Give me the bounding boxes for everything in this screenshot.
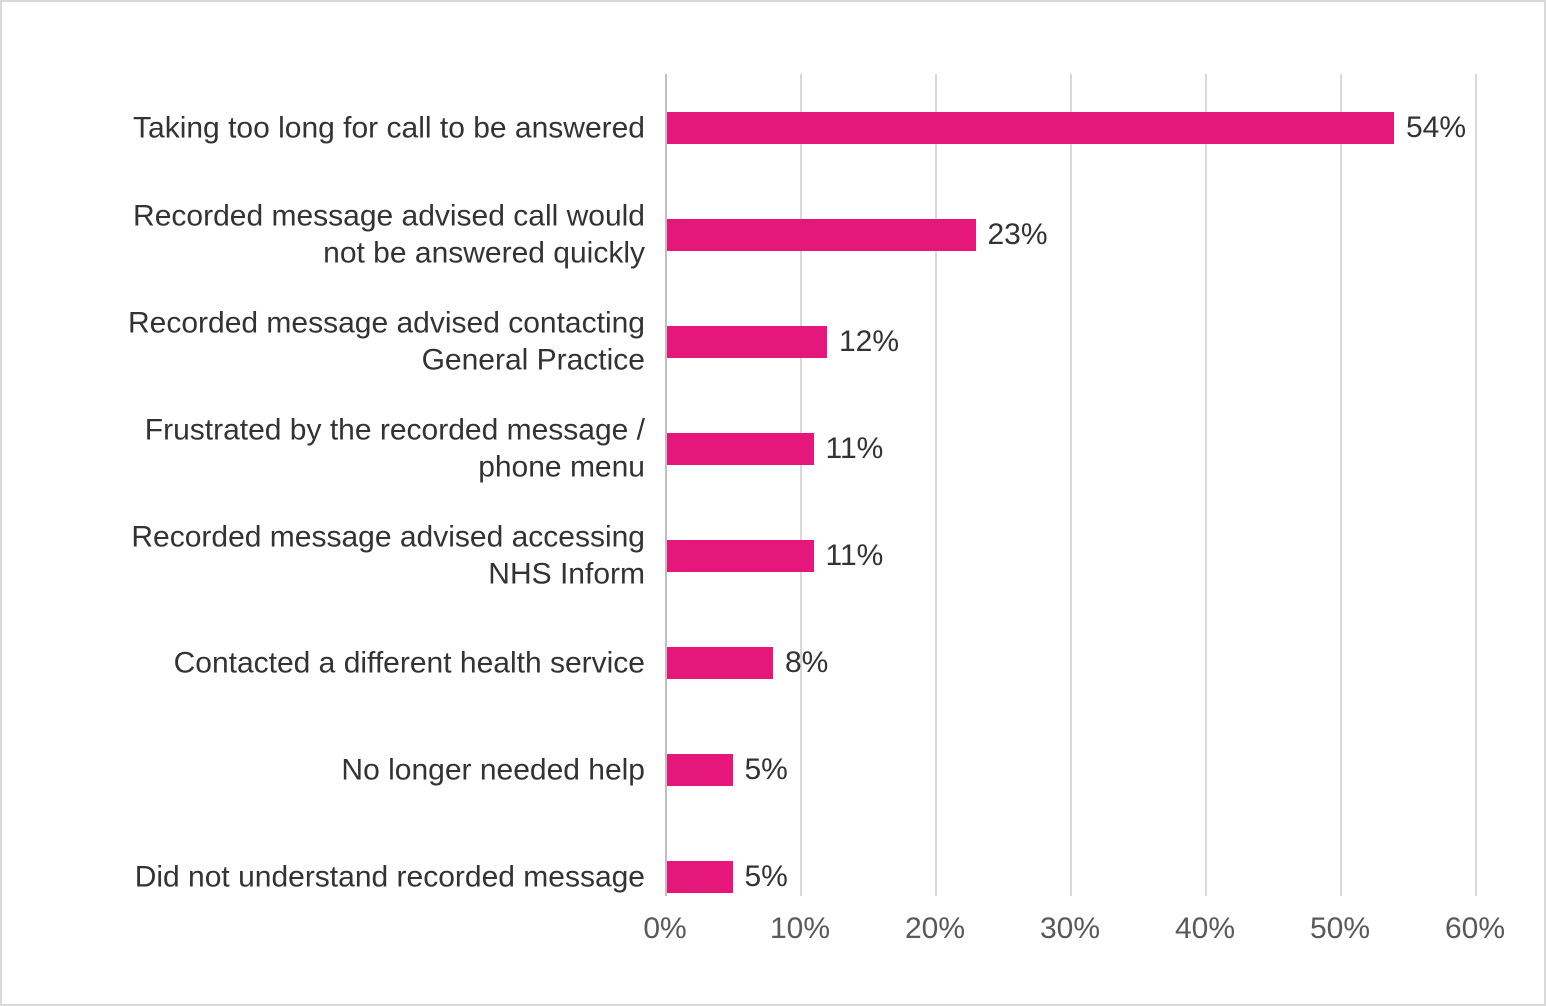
x-tick-label: 50% (1310, 912, 1370, 946)
gridline (1070, 74, 1072, 896)
value-label: 23% (988, 218, 1048, 252)
x-tick-label: 40% (1175, 912, 1235, 946)
bar (667, 540, 814, 572)
category-label: Taking too long for call to be answered (20, 109, 661, 147)
x-tick-label: 30% (1040, 912, 1100, 946)
gridline (935, 74, 937, 896)
x-tick-label: 60% (1445, 912, 1505, 946)
category-label: No longer needed help (20, 751, 661, 789)
bar (667, 219, 976, 251)
gridline (1475, 74, 1477, 896)
gridline (800, 74, 802, 896)
x-tick-label: 10% (770, 912, 830, 946)
category-label: Recorded message advised contactingGener… (20, 304, 661, 379)
bar (667, 112, 1394, 144)
chart-frame: Taking too long for call to be answered 5… (0, 0, 1546, 1006)
bar (667, 754, 733, 786)
bar (667, 326, 827, 358)
category-label: Recorded message advised call wouldnot b… (20, 197, 661, 272)
bar (667, 647, 773, 679)
value-label: 8% (785, 646, 828, 680)
x-tick-label: 20% (905, 912, 965, 946)
plot-area: Taking too long for call to be answered 5… (20, 74, 1526, 896)
value-label: 11% (826, 432, 884, 466)
value-label: 5% (745, 860, 788, 894)
category-label: Frustrated by the recorded message /phon… (20, 411, 661, 486)
value-label: 5% (745, 753, 788, 787)
value-label: 12% (839, 325, 899, 359)
x-tick-label: 0% (643, 912, 686, 946)
gridline (1205, 74, 1207, 896)
bar (667, 861, 733, 893)
category-label: Recorded message advised accessingNHS In… (20, 518, 661, 593)
category-label: Did not understand recorded message (20, 858, 661, 896)
value-label: 54% (1406, 111, 1466, 145)
value-label: 11% (826, 539, 884, 573)
chart-inner: Taking too long for call to be answered 5… (20, 20, 1526, 986)
gridline (1340, 74, 1342, 896)
bar (667, 433, 814, 465)
category-label: Contacted a different health service (20, 644, 661, 682)
